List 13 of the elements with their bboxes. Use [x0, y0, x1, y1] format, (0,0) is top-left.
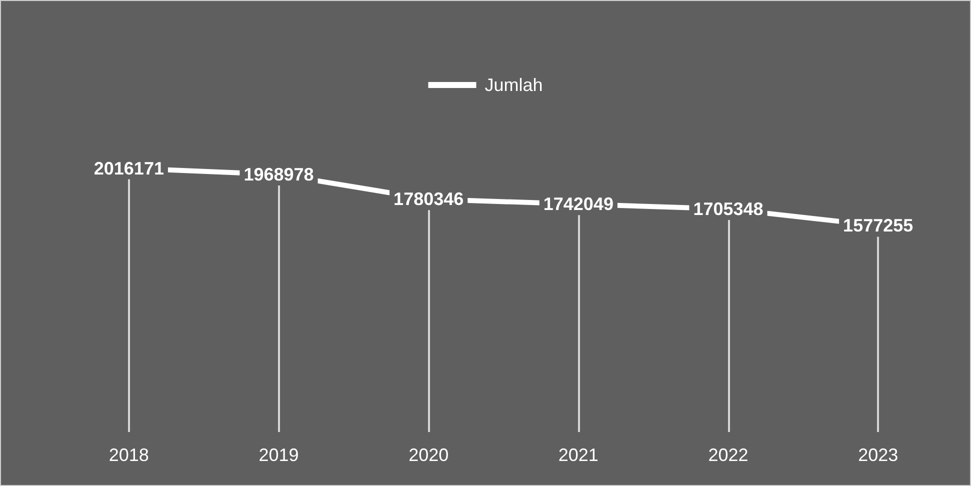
x-tick-label: 2023 — [858, 445, 898, 465]
x-tick-label: 2020 — [408, 445, 449, 465]
data-label: 2016171 — [94, 158, 164, 178]
data-label: 1742049 — [543, 194, 614, 214]
data-label: 1780346 — [394, 189, 464, 210]
x-tick-label: 2021 — [558, 445, 598, 465]
data-label: 1968978 — [244, 164, 314, 184]
legend-label: Jumlah — [484, 75, 543, 95]
x-tick-label: 2022 — [708, 445, 748, 465]
data-label: 1577255 — [843, 216, 914, 236]
data-label: 1705348 — [693, 198, 764, 219]
x-tick-label: 2018 — [108, 445, 149, 465]
x-tick-label: 2019 — [258, 445, 299, 465]
